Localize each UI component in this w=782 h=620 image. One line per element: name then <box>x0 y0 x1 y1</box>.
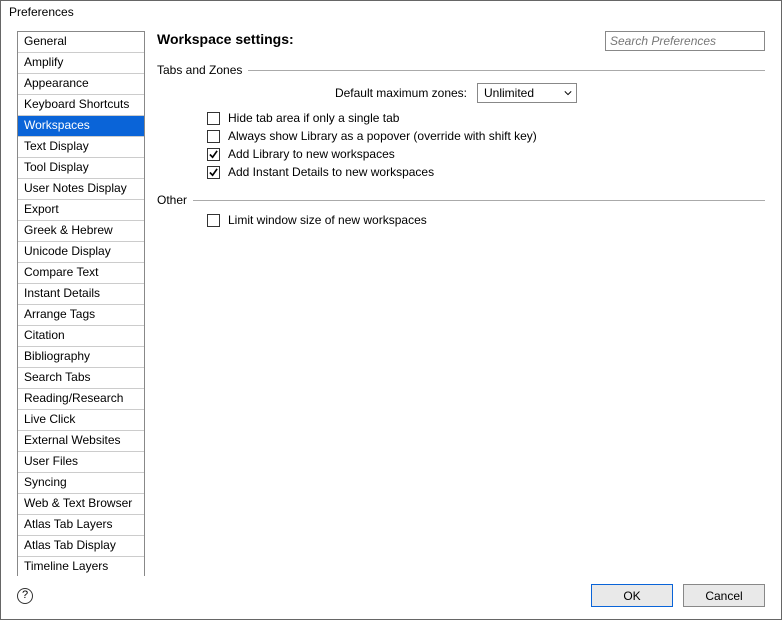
main-panel: Workspace settings: Tabs and Zones Defau… <box>157 25 765 568</box>
sidebar-item-bibliography[interactable]: Bibliography <box>18 347 144 368</box>
search-input[interactable] <box>605 31 765 51</box>
checkbox[interactable] <box>207 130 220 143</box>
cancel-button[interactable]: Cancel <box>683 584 765 607</box>
sidebar-item-greek-hebrew[interactable]: Greek & Hebrew <box>18 221 144 242</box>
group-divider <box>193 200 765 201</box>
sidebar-item-instant-details[interactable]: Instant Details <box>18 284 144 305</box>
sidebar-item-amplify[interactable]: Amplify <box>18 53 144 74</box>
sidebar-item-general[interactable]: General <box>18 32 144 53</box>
footer: ? OK Cancel <box>1 576 781 619</box>
sidebar-item-user-files[interactable]: User Files <box>18 452 144 473</box>
preferences-window: Preferences GeneralAmplifyAppearanceKeyb… <box>0 0 782 620</box>
footer-buttons: OK Cancel <box>591 584 765 607</box>
option-label: Hide tab area if only a single tab <box>228 111 399 125</box>
sidebar-item-live-click[interactable]: Live Click <box>18 410 144 431</box>
group-header-tabs-zones: Tabs and Zones <box>157 63 765 77</box>
sidebar-item-web-text-browser[interactable]: Web & Text Browser <box>18 494 144 515</box>
group-label: Tabs and Zones <box>157 63 242 77</box>
help-icon[interactable]: ? <box>17 588 33 604</box>
sidebar-item-arrange-tags[interactable]: Arrange Tags <box>18 305 144 326</box>
option-row: Limit window size of new workspaces <box>207 213 765 227</box>
checkbox[interactable] <box>207 214 220 227</box>
option-label: Add Instant Details to new workspaces <box>228 165 434 179</box>
window-title: Preferences <box>1 1 781 25</box>
sidebar-item-text-display[interactable]: Text Display <box>18 137 144 158</box>
body: GeneralAmplifyAppearanceKeyboard Shortcu… <box>1 25 781 576</box>
category-sidebar: GeneralAmplifyAppearanceKeyboard Shortcu… <box>17 31 145 576</box>
option-label: Limit window size of new workspaces <box>228 213 427 227</box>
group-divider <box>248 70 765 71</box>
option-label: Add Library to new workspaces <box>228 147 395 161</box>
sidebar-item-unicode-display[interactable]: Unicode Display <box>18 242 144 263</box>
default-max-zones-row: Default maximum zones: Unlimited <box>207 83 765 103</box>
default-max-zones-select[interactable]: Unlimited <box>477 83 577 103</box>
group-body-tabs-zones: Default maximum zones: Unlimited Hide ta… <box>157 83 765 179</box>
sidebar-item-citation[interactable]: Citation <box>18 326 144 347</box>
sidebar-item-external-websites[interactable]: External Websites <box>18 431 144 452</box>
group-other: Other Limit window size of new workspace… <box>157 193 765 231</box>
sidebar-item-appearance[interactable]: Appearance <box>18 74 144 95</box>
sidebar-item-compare-text[interactable]: Compare Text <box>18 263 144 284</box>
default-max-zones-label: Default maximum zones: <box>335 86 467 100</box>
group-header-other: Other <box>157 193 765 207</box>
sidebar-item-tool-display[interactable]: Tool Display <box>18 158 144 179</box>
group-body-other: Limit window size of new workspaces <box>157 213 765 227</box>
main-header: Workspace settings: <box>157 31 765 51</box>
option-label: Always show Library as a popover (overri… <box>228 129 537 143</box>
group-tabs-zones: Tabs and Zones Default maximum zones: Un… <box>157 63 765 183</box>
checkbox[interactable] <box>207 112 220 125</box>
sidebar-item-reading-research[interactable]: Reading/Research <box>18 389 144 410</box>
sidebar-item-export[interactable]: Export <box>18 200 144 221</box>
group-label: Other <box>157 193 187 207</box>
page-title: Workspace settings: <box>157 31 294 47</box>
sidebar-item-syncing[interactable]: Syncing <box>18 473 144 494</box>
sidebar-item-atlas-tab-display[interactable]: Atlas Tab Display <box>18 536 144 557</box>
chevron-down-icon <box>564 86 572 100</box>
sidebar-item-workspaces[interactable]: Workspaces <box>18 116 144 137</box>
sidebar-item-search-tabs[interactable]: Search Tabs <box>18 368 144 389</box>
sidebar-item-timeline-layers[interactable]: Timeline Layers <box>18 557 144 576</box>
sidebar-item-keyboard-shortcuts[interactable]: Keyboard Shortcuts <box>18 95 144 116</box>
option-row: Hide tab area if only a single tab <box>207 111 765 125</box>
select-value: Unlimited <box>484 86 534 100</box>
sidebar-item-user-notes-display[interactable]: User Notes Display <box>18 179 144 200</box>
ok-button[interactable]: OK <box>591 584 673 607</box>
sidebar-item-atlas-tab-layers[interactable]: Atlas Tab Layers <box>18 515 144 536</box>
checkbox[interactable] <box>207 166 220 179</box>
option-row: Add Instant Details to new workspaces <box>207 165 765 179</box>
checkbox[interactable] <box>207 148 220 161</box>
option-row: Always show Library as a popover (overri… <box>207 129 765 143</box>
option-row: Add Library to new workspaces <box>207 147 765 161</box>
